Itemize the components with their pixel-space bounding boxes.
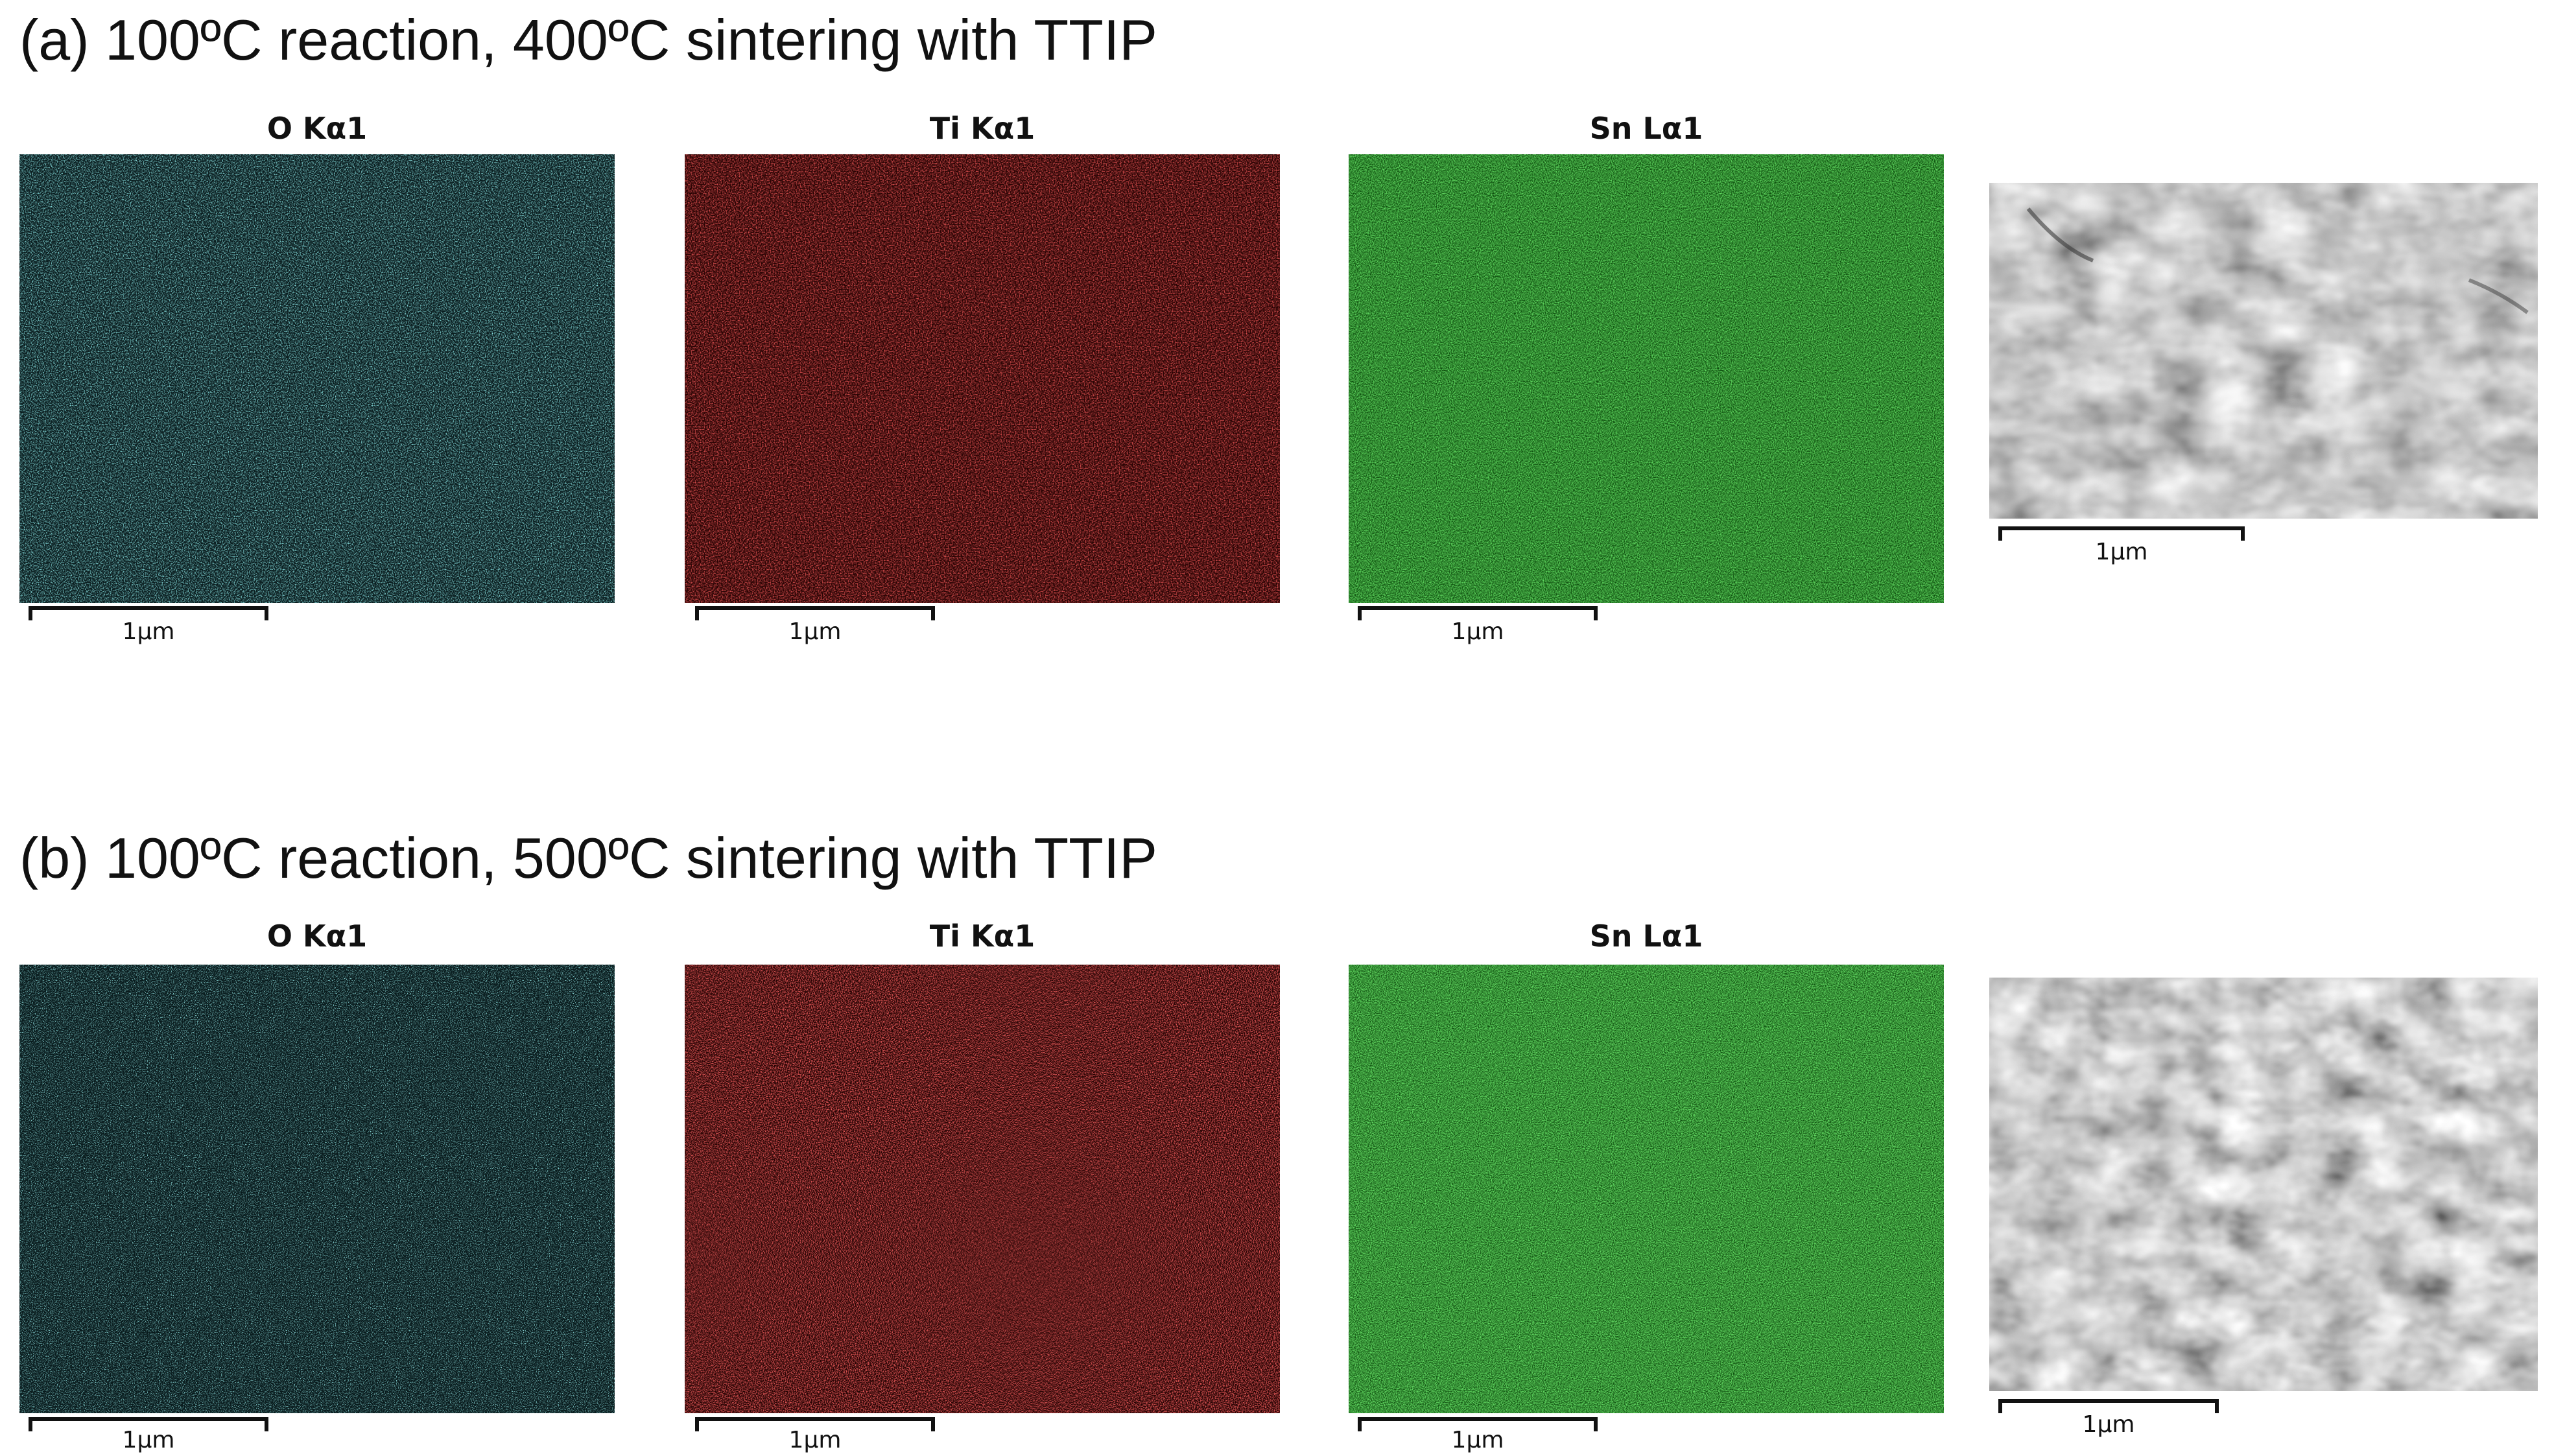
scale-bar: 1μm: [1358, 606, 1598, 652]
scale-bar: 1μm: [1998, 526, 2245, 572]
scale-bar: 1μm: [1358, 1417, 1598, 1456]
tin-map-image: [1349, 965, 1944, 1413]
row-a-sem-image: [1989, 183, 2538, 519]
scale-bar: 1μm: [29, 1417, 268, 1456]
scale-bar: 1μm: [29, 606, 268, 652]
row-b-sem-image: [1989, 978, 2538, 1391]
titanium-map-image: [685, 154, 1280, 603]
scale-bar: 1μm: [695, 606, 935, 652]
row-b-heading: (b) 100ºC reaction, 500ºC sintering with…: [19, 826, 1157, 890]
row-b-sn-map-panel: Sn Lα1: [1349, 914, 1944, 1413]
scale-bar-label: 1μm: [788, 618, 842, 645]
row-a-sn-map-panel: Sn Lα1: [1349, 104, 1944, 603]
row-a-o-map-panel: O Kα1: [19, 104, 615, 603]
scale-bar-label: 1μm: [122, 618, 175, 645]
map-label: Ti Kα1: [929, 111, 1035, 146]
oxygen-map-image: [19, 154, 615, 603]
titanium-map-image: [685, 965, 1280, 1413]
scale-bar-label: 1μm: [2082, 1411, 2135, 1438]
scale-bar-label: 1μm: [2095, 539, 2148, 565]
map-label: Ti Kα1: [929, 919, 1035, 954]
row-b-ti-map-panel: Ti Kα1: [685, 914, 1280, 1413]
tin-map-image: [1349, 154, 1944, 603]
map-label: O Kα1: [266, 919, 368, 954]
scale-bar: 1μm: [695, 1417, 935, 1456]
row-a-ti-map-panel: Ti Kα1: [685, 104, 1280, 603]
scale-bar-label: 1μm: [122, 1427, 175, 1453]
map-label: Sn Lα1: [1589, 919, 1703, 954]
map-label: O Kα1: [266, 111, 368, 146]
scale-bar-label: 1μm: [1451, 618, 1504, 645]
scale-bar-label: 1μm: [788, 1427, 842, 1453]
scale-bar: 1μm: [1998, 1399, 2219, 1444]
oxygen-map-image: [19, 965, 615, 1413]
row-a-heading: (a) 100ºC reaction, 400ºC sintering with…: [19, 8, 1157, 72]
scale-bar-label: 1μm: [1451, 1427, 1504, 1453]
row-b-o-map-panel: O Kα1: [19, 914, 615, 1413]
map-label: Sn Lα1: [1589, 111, 1703, 146]
